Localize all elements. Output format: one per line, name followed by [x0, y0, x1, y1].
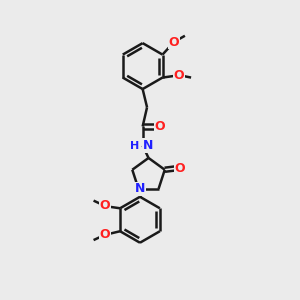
Text: O: O: [99, 200, 110, 212]
Text: O: O: [99, 228, 110, 241]
Text: O: O: [154, 120, 165, 133]
Text: O: O: [168, 36, 179, 49]
Text: H: H: [130, 141, 139, 151]
Text: O: O: [173, 69, 184, 82]
Text: N: N: [142, 139, 153, 152]
Text: O: O: [175, 162, 185, 175]
Text: N: N: [135, 182, 145, 195]
